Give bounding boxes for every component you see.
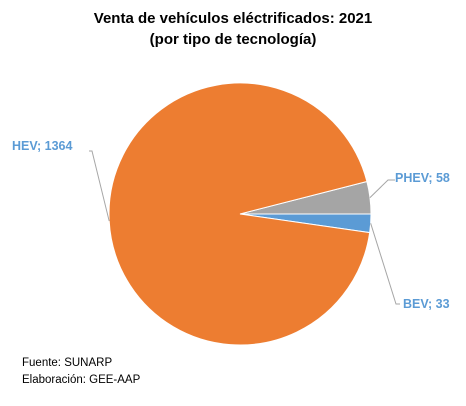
leader-line-bev	[370, 223, 400, 305]
data-label-hev: HEV; 1364	[12, 139, 73, 153]
leader-line-hev	[89, 150, 110, 222]
source-note: Fuente: SUNARP	[22, 357, 113, 369]
pie-slice-hev	[108, 82, 371, 346]
elaboration-note: Elaboración: GEE-AAP	[22, 374, 141, 386]
chart-subtitle: (por tipo de tecnología)	[149, 31, 317, 48]
data-label-bev: BEV; 33	[403, 297, 450, 311]
leader-line-phev	[369, 179, 395, 198]
data-label-phev: PHEV; 58	[395, 171, 450, 185]
chart-title: Venta de vehículos eléctrificados: 2021	[93, 10, 373, 27]
